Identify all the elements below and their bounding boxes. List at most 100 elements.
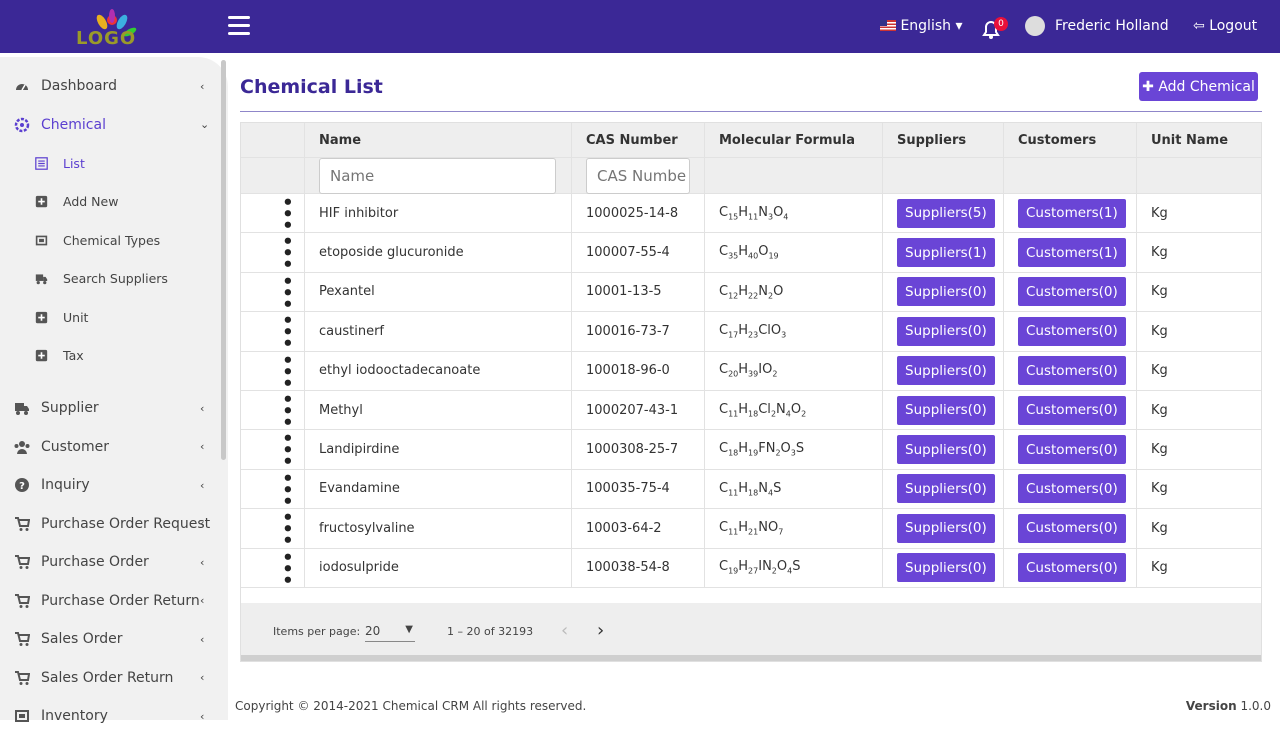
cell: Kg [1137, 470, 1261, 508]
name: etoposide glucuronide [319, 245, 464, 261]
logo-flower [96, 9, 137, 37]
cell: iodosulpride [305, 548, 572, 587]
nav-subitem[interactable]: Search Suppliers [0, 260, 228, 299]
logo[interactable]: LOGO [74, 8, 154, 50]
customers-button[interactable]: Customers(0) [1018, 316, 1126, 346]
nav-subitem[interactable]: Tax [0, 337, 228, 376]
row-actions[interactable]: ••• [241, 509, 305, 548]
suppliers-button[interactable]: Suppliers(0) [897, 553, 995, 583]
nav-label: Customer [41, 438, 110, 455]
cell: Suppliers(0) [883, 351, 1004, 390]
nav-item[interactable]: Sales Order ‹ [0, 620, 228, 659]
header-cell: Customers [1004, 123, 1137, 157]
prev-page[interactable]: ‹ [561, 620, 569, 641]
more-icon: ••• [276, 274, 297, 310]
name: HIF inhibitor [319, 205, 399, 221]
customers-button[interactable]: Customers(0) [1018, 474, 1126, 504]
cell: Suppliers(0) [883, 548, 1004, 587]
cas-number: 100038-54-8 [586, 560, 670, 576]
logout[interactable]: ⇦ Logout [1193, 18, 1258, 34]
cell: Suppliers(0) [883, 469, 1004, 509]
nav-subitem[interactable]: Add New [0, 183, 228, 222]
formula: C12H22N2O [719, 283, 784, 301]
nav-item[interactable]: Chemical ⌄ [0, 106, 228, 145]
filter-input[interactable] [319, 157, 556, 194]
customers-button[interactable]: Customers(0) [1018, 513, 1126, 543]
language-select[interactable]: English ▾ [880, 18, 963, 34]
nav-subitem[interactable]: Unit [0, 298, 228, 337]
customers-button[interactable]: Customers(0) [1018, 277, 1126, 307]
filter-cell [883, 158, 1004, 193]
row-actions[interactable]: ••• [241, 548, 305, 587]
cell: Customers(1) [1004, 194, 1137, 233]
sidebar: Dashboard ‹ Chemical ⌄ List Add New Chemical T… [0, 57, 228, 724]
customers-button[interactable]: Customers(0) [1018, 553, 1126, 583]
filter-input[interactable] [586, 157, 690, 194]
nav-item[interactable]: Inventory ‹ [0, 697, 228, 736]
avatar [1025, 16, 1045, 36]
suppliers-button[interactable]: Suppliers(0) [897, 435, 995, 465]
formula: C11H21NO7 [719, 520, 784, 537]
nav-item[interactable]: Purchase Order Return ‹ [0, 582, 228, 621]
filter-cell [1004, 158, 1137, 193]
add-chemical-button[interactable]: ✚ Add Chemical [1139, 72, 1258, 101]
suppliers-button[interactable]: Suppliers(0) [897, 356, 995, 386]
nav-item[interactable]: Sales Order Return ‹ [0, 659, 228, 698]
divider [240, 111, 1262, 112]
cell: Kg [1137, 194, 1261, 232]
table-row: ••• Methyl 1000207-43-1 C11H18Cl2N4O2 Suppli… [241, 391, 1261, 431]
nav-item[interactable]: Supplier ‹ [0, 389, 228, 428]
nav-item[interactable]: Dashboard ‹ [0, 67, 228, 106]
cell: 1000207-43-1 [572, 391, 705, 430]
next-page[interactable]: › [597, 620, 605, 641]
suppliers-button[interactable]: Suppliers(0) [897, 316, 995, 346]
more-icon: ••• [276, 471, 297, 507]
cell: 100016-73-7 [572, 312, 705, 351]
nav-caret: ‹ [200, 478, 205, 492]
page-size-select[interactable]: 20 ▼ [365, 619, 415, 642]
suppliers-button[interactable]: Suppliers(0) [897, 277, 995, 307]
row-actions[interactable]: ••• [241, 430, 305, 469]
menu-toggle[interactable] [228, 16, 250, 36]
customers-button[interactable]: Customers(0) [1018, 435, 1126, 465]
customers-button[interactable]: Customers(0) [1018, 395, 1126, 425]
nav-label: Search Suppliers [63, 271, 168, 287]
row-actions[interactable]: ••• [241, 194, 305, 233]
suppliers-button[interactable]: Suppliers(5) [897, 198, 995, 228]
unit: Kg [1151, 560, 1168, 576]
nav-item[interactable]: Purchase Order ‹ [0, 543, 228, 582]
cell: C18H19FN2O3S [705, 430, 883, 469]
header-cell: CAS Number [572, 123, 705, 157]
suppliers-button[interactable]: Suppliers(1) [897, 238, 995, 268]
nav-label: Purchase Order [41, 554, 149, 571]
scrollbar [221, 60, 226, 460]
nav-item[interactable]: Customer ‹ [0, 428, 228, 467]
cell: Kg [1137, 233, 1261, 271]
row-actions[interactable]: ••• [241, 351, 305, 390]
user-menu[interactable]: Frederic Holland [1025, 16, 1169, 36]
row-actions[interactable]: ••• [241, 272, 305, 312]
suppliers-button[interactable]: Suppliers(0) [897, 395, 995, 425]
cell: 1000025-14-8 [572, 194, 705, 233]
row-actions[interactable]: ••• [241, 312, 305, 351]
nav-caret: ‹ [200, 79, 205, 93]
row-actions[interactable]: ••• [241, 469, 305, 509]
table-row: ••• ethyl iodooctadecanoate 100018-96-0 C20… [241, 351, 1261, 391]
nav-item[interactable]: ? Inquiry ‹ [0, 466, 228, 505]
customers-button[interactable]: Customers(0) [1018, 356, 1126, 386]
suppliers-button[interactable]: Suppliers(0) [897, 474, 995, 504]
customers-button[interactable]: Customers(1) [1018, 238, 1126, 268]
nav-icon [15, 403, 29, 416]
customers-button[interactable]: Customers(1) [1018, 198, 1126, 228]
nav-subitem[interactable]: List [0, 144, 228, 183]
nav-subitem[interactable]: Chemical Types [0, 221, 228, 260]
nav-icon: ? [15, 478, 29, 493]
row-actions[interactable]: ••• [241, 391, 305, 430]
suppliers-button[interactable]: Suppliers(0) [897, 513, 995, 543]
nav-label: Sales Order [41, 631, 123, 648]
row-actions[interactable]: ••• [241, 233, 305, 272]
nav-caret: ‹ [200, 594, 205, 608]
nav-item[interactable]: Purchase Order Request ‹ [0, 505, 228, 544]
cell: C12H22N2O [705, 272, 883, 312]
formula: C17H23ClO3 [719, 323, 787, 340]
